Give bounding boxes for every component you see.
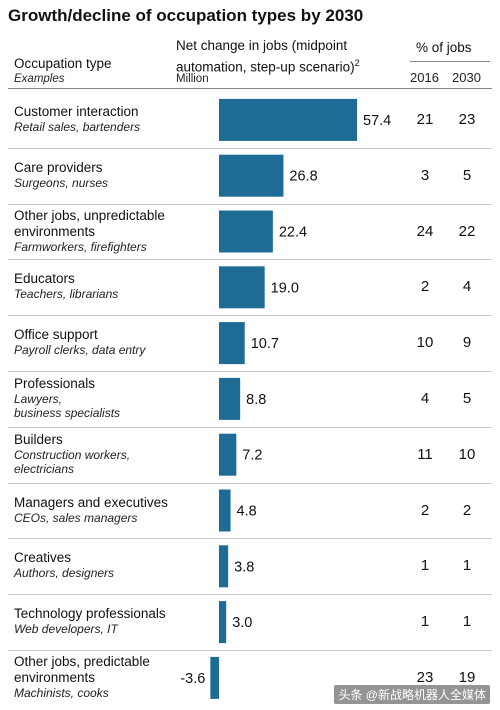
year-2030-header: 2030 <box>452 70 481 85</box>
row-divider <box>8 371 492 372</box>
bar <box>219 322 245 365</box>
occupation-name: Other jobs, predictable <box>14 653 150 669</box>
occupation-name: Builders <box>14 431 63 447</box>
occupation-name: Other jobs, unpredictable <box>14 207 165 223</box>
pct-2016: 11 <box>417 445 433 463</box>
occupation-examples: Machinists, cooks <box>14 685 109 700</box>
pct-2030: 5 <box>462 389 472 407</box>
pct-2016: 1 <box>420 557 430 575</box>
pct-2016: 23 <box>416 668 434 686</box>
watermark: 头条 @新战略机器人全媒体 <box>334 685 490 704</box>
occupation-name: environments <box>14 669 96 685</box>
pct-2016: 2 <box>420 501 430 519</box>
pct-2030: 2 <box>462 501 472 519</box>
occupation-name: Managers and executives <box>14 494 168 510</box>
occupation-examples: Surgeons, nurses <box>14 175 109 190</box>
bar-value-label: 8.8 <box>246 392 266 408</box>
pct-2016: 21 <box>416 110 434 128</box>
row-divider <box>8 594 492 596</box>
occupation-name: Professionals <box>14 375 96 391</box>
pct-2030: 1 <box>462 613 472 631</box>
occupation-name: Educators <box>14 271 75 287</box>
bar <box>219 377 241 420</box>
net-change-header-text: automation, step-up scenario) <box>176 59 355 75</box>
occupation-header: Occupation type <box>14 56 112 71</box>
bar-value-label: 57.4 <box>363 113 391 129</box>
row-divider <box>8 482 492 484</box>
bar <box>219 601 227 644</box>
pct-2030: 9 <box>462 334 472 352</box>
occupation-name: Customer interaction <box>14 103 139 119</box>
row-divider <box>8 650 492 651</box>
pct-2016: 2 <box>420 278 430 296</box>
pct-2016: 24 <box>416 222 434 240</box>
pct-header-rule <box>410 61 490 62</box>
bar <box>219 266 265 309</box>
row-divider <box>8 147 492 149</box>
pct-2030: 22 <box>458 222 476 240</box>
occupation-examples: Lawyers, <box>14 391 63 406</box>
row-divider <box>8 203 492 205</box>
occupation-examples: electricians <box>14 461 75 476</box>
bar-value-label: 22.4 <box>279 225 307 241</box>
row-divider <box>8 538 492 540</box>
pct-2030: 10 <box>458 445 476 463</box>
bar-value-label: 4.8 <box>237 504 257 520</box>
pct-2030: 1 <box>462 557 472 575</box>
occupation-examples: Payroll clerks, data entry <box>14 343 146 358</box>
occupation-examples: Teachers, librarians <box>14 287 119 302</box>
pct-2030: 5 <box>462 166 472 184</box>
pct-2016: 3 <box>420 166 430 184</box>
pct-2030: 23 <box>458 110 476 128</box>
footnote-marker: 2 <box>354 58 360 68</box>
pct-2030: 19 <box>458 668 476 686</box>
pct-2016: 4 <box>420 389 430 407</box>
occupation-examples: Authors, designers <box>14 566 115 581</box>
occupation-examples: Retail sales, bartenders <box>14 119 141 134</box>
bar <box>219 98 357 141</box>
examples-header: Examples <box>14 73 65 85</box>
occupation-name: Creatives <box>14 550 72 566</box>
occupation-examples: business specialists <box>14 405 121 420</box>
occupation-examples: CEOs, sales managers <box>14 510 138 525</box>
bar <box>219 433 237 476</box>
occupation-name: Office support <box>14 327 98 343</box>
pct-header: % of jobs <box>416 40 472 55</box>
pct-2030: 4 <box>462 278 472 296</box>
bar-value-label: 19.0 <box>271 280 299 296</box>
occupation-examples: Web developers, IT <box>14 622 118 637</box>
bar-value-label: -3.6 <box>180 671 205 687</box>
occupation-examples: Farmworkers, firefighters <box>14 239 147 254</box>
header-rule <box>8 88 492 89</box>
occupation-name: Care providers <box>14 159 103 175</box>
row-divider <box>8 426 492 428</box>
net-change-header-line2: automation, step-up scenario)2 <box>176 55 360 76</box>
bar <box>219 210 273 253</box>
pct-2016: 10 <box>416 334 434 352</box>
bar <box>219 489 231 532</box>
bar <box>219 154 284 197</box>
bar-value-label: 3.0 <box>232 615 252 631</box>
occupation-name: environments <box>14 223 96 239</box>
chart-title: Growth/decline of occupation types by 20… <box>8 6 364 25</box>
year-2016-header: 2016 <box>410 70 439 85</box>
bar <box>219 545 229 588</box>
unit-label: Million <box>176 73 209 85</box>
bar-value-label: 26.8 <box>289 169 317 185</box>
row-divider <box>8 315 492 317</box>
bar-value-label: 3.8 <box>234 559 254 575</box>
bar-value-label: 7.2 <box>242 448 262 464</box>
row-divider <box>8 259 492 261</box>
occupation-name: Technology professionals <box>14 606 166 622</box>
bar <box>210 656 219 699</box>
occupation-examples: Construction workers, <box>14 447 131 462</box>
bar-value-label: 10.7 <box>251 336 279 352</box>
pct-2016: 1 <box>420 613 430 631</box>
net-change-header-line1: Net change in jobs (midpoint <box>176 38 348 53</box>
